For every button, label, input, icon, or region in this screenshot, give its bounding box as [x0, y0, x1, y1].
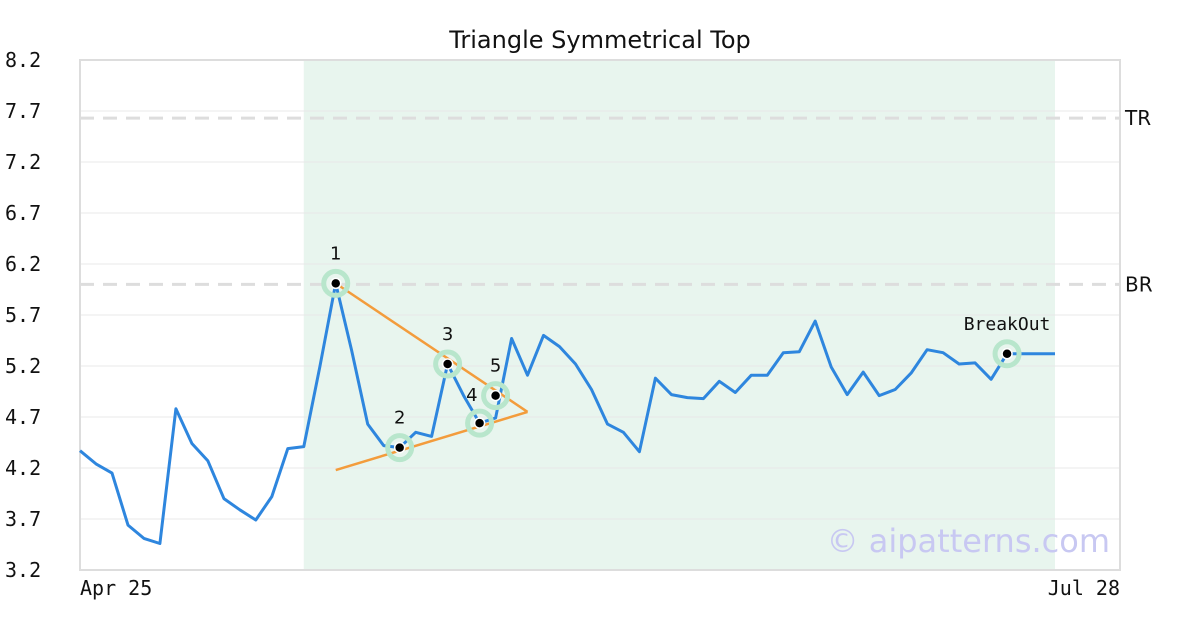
pattern-point [441, 358, 454, 370]
plot-frame [79, 59, 1121, 571]
chart-title: Triangle Symmetrical Top [448, 26, 751, 54]
y-tick-label: 5.2 [5, 354, 41, 378]
y-tick-label: 6.7 [5, 201, 41, 225]
y-tick-label: 7.2 [5, 150, 41, 174]
watermark: © aipatterns.com [827, 522, 1110, 560]
level-label: TR [1124, 106, 1151, 130]
y-tick-label: 6.2 [5, 252, 41, 276]
pattern-point-halo [385, 433, 415, 463]
y-tick-label: 3.7 [5, 507, 41, 531]
pattern-point-label: BreakOut [964, 314, 1051, 335]
pattern-point-halo [992, 339, 1022, 369]
pattern-point [329, 277, 342, 290]
y-tick-label: 7.7 [5, 99, 41, 123]
pattern-point [1001, 348, 1013, 360]
pattern-point-label: 4 [466, 385, 477, 406]
y-tick-label: 4.2 [5, 456, 41, 480]
x-tick-label: Apr 25 [80, 576, 152, 600]
pattern-point-label: 2 [394, 408, 405, 429]
pattern-point [473, 417, 486, 429]
x-tick-label: Jul 28 [1048, 576, 1120, 600]
y-tick-label: 4.7 [5, 405, 41, 429]
pattern-point [489, 389, 502, 402]
pattern-point-label: 3 [442, 324, 453, 345]
pattern-point-halo [321, 268, 351, 298]
pattern-point-halo [481, 381, 511, 411]
pattern-point-halo [433, 349, 463, 379]
price-series-line [79, 281, 1055, 545]
trend-line [335, 410, 528, 472]
y-tick-label: 3.2 [5, 558, 41, 582]
level-label: BR [1125, 272, 1153, 296]
pattern-point-halo [465, 408, 495, 438]
y-tick-label: 5.7 [5, 303, 41, 327]
pattern-point-label: 5 [490, 356, 501, 377]
pattern-point-label: 1 [330, 243, 341, 264]
pattern-point [393, 441, 406, 454]
y-tick-label: 8.2 [5, 48, 41, 72]
